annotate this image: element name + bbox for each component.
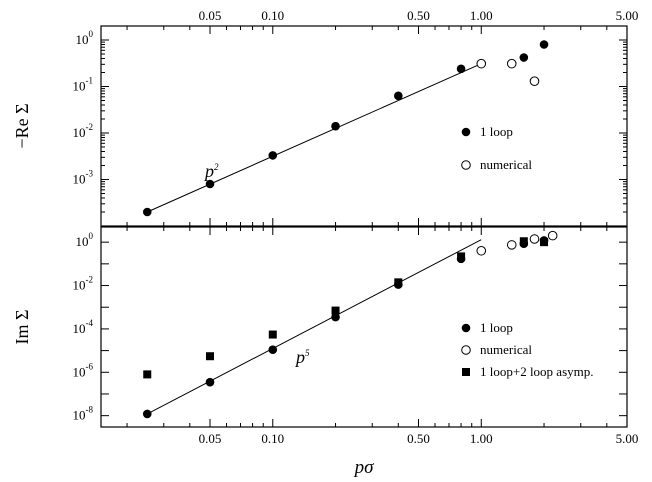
data-point-filled-circle	[142, 207, 152, 217]
power-law-fit-line	[147, 63, 482, 213]
power-law-annotation: p2	[203, 161, 219, 181]
y-tick-label-base: 10	[73, 78, 86, 93]
data-point-open-circle	[476, 58, 487, 69]
data-point-filled-square	[331, 306, 340, 315]
legend-marker-filled-square	[462, 368, 470, 376]
y-tick-label-exp: -6	[86, 361, 94, 371]
x-tick-label-bottom: 0.05	[199, 431, 222, 446]
data-point-filled-circle	[205, 377, 215, 387]
x-tick-label-bottom: 5.00	[616, 431, 639, 446]
plot-frame	[100, 226, 628, 428]
data-point-filled-square	[394, 278, 403, 287]
y-axis-label: Im Σ	[12, 310, 32, 345]
data-point-open-circle	[529, 234, 540, 244]
y-tick-label: 100	[76, 29, 94, 47]
power-law-annotation: p5	[294, 347, 310, 367]
legend-marker-open-circle	[461, 160, 471, 170]
data-point-filled-square	[268, 330, 277, 339]
y-tick-label: 100	[76, 231, 94, 249]
data-point-filled-circle	[268, 345, 278, 354]
legend-marker-filled-circle	[461, 323, 471, 333]
y-tick-label-exp: -1	[86, 75, 94, 85]
data-point-open-circle	[506, 240, 517, 250]
y-tick-label-exp: 0	[89, 231, 94, 241]
legend-marker-filled-circle	[461, 127, 471, 137]
y-tick-label-base: 10	[73, 125, 86, 140]
legend-marker-open-circle	[461, 345, 471, 355]
x-tick-label-bottom: 0.10	[261, 431, 284, 446]
data-point-open-circle	[476, 245, 487, 256]
data-point-open-circle	[529, 76, 540, 87]
data-point-filled-circle	[331, 121, 340, 131]
data-point-filled-circle	[539, 40, 549, 49]
power-law-annotation-exp: 2	[214, 162, 219, 172]
y-tick-label: 10-1	[73, 75, 94, 93]
power-law-annotation-base: p	[203, 161, 214, 181]
data-point-filled-square	[540, 238, 549, 247]
x-tick-label-top: 5.00	[616, 8, 639, 23]
x-tick-label-bottom: 1.00	[470, 431, 493, 446]
legend-label: numerical	[480, 342, 532, 357]
y-tick-label: 10-4	[73, 318, 94, 336]
data-point-filled-square	[519, 237, 528, 246]
x-tick-label-top: 0.05	[199, 8, 222, 23]
y-tick-label-exp: -4	[86, 318, 94, 328]
y-tick-label-base: 10	[73, 278, 86, 293]
y-tick-label: 10-8	[73, 405, 94, 423]
legend-label: 1 loop	[480, 320, 513, 335]
y-tick-label-base: 10	[76, 32, 89, 47]
x-tick-label-top: 0.50	[407, 8, 430, 23]
x-tick-label-bottom: 0.50	[407, 431, 430, 446]
data-point-filled-circle	[268, 151, 278, 160]
y-tick-label: 10-2	[73, 275, 94, 293]
y-tick-label: 10-6	[73, 361, 94, 379]
y-tick-label-exp: 0	[89, 29, 94, 39]
y-axis-label: −Re Σ	[12, 103, 32, 148]
panel-imaginary-part: 0.05 0.10 0.50 1.00 5.0010-810-610-410-2100I…	[12, 226, 639, 478]
y-tick-label-base: 10	[73, 171, 86, 186]
data-point-filled-square	[457, 252, 466, 261]
data-point-filled-circle	[456, 64, 466, 74]
data-point-open-circle	[547, 230, 558, 241]
data-point-open-circle	[506, 58, 517, 69]
plot-frame	[100, 25, 628, 227]
data-point-filled-circle	[205, 179, 215, 189]
power-law-annotation-base: p	[294, 347, 305, 367]
data-point-filled-circle	[394, 91, 403, 101]
y-tick-label-base: 10	[73, 364, 86, 379]
y-tick-label-exp: -2	[86, 275, 94, 285]
x-tick-label-top: 0.10	[261, 8, 284, 23]
y-tick-label-base: 10	[76, 234, 89, 249]
data-point-filled-circle	[519, 53, 529, 62]
x-tick-label-top: 1.00	[470, 8, 493, 23]
y-tick-label: 10-2	[73, 122, 94, 140]
y-tick-label-exp: -3	[86, 168, 94, 178]
legend-label: 1 loop+2 loop asymp.	[480, 364, 594, 379]
legend-label: 1 loop	[480, 124, 513, 139]
y-tick-label-base: 10	[73, 408, 86, 423]
power-law-fit-line	[147, 239, 482, 415]
data-point-filled-circle	[142, 409, 152, 419]
y-tick-label: 10-3	[73, 168, 94, 186]
y-tick-label-exp: -2	[86, 122, 94, 132]
x-axis-label: pσ	[353, 457, 375, 478]
data-point-filled-circle	[331, 312, 340, 322]
legend-label: numerical	[480, 157, 532, 172]
y-tick-label-exp: -8	[86, 405, 94, 415]
power-law-annotation-exp: 5	[305, 348, 310, 358]
data-point-filled-square	[143, 370, 152, 379]
y-tick-label-base: 10	[73, 321, 86, 336]
data-point-filled-square	[206, 352, 215, 361]
